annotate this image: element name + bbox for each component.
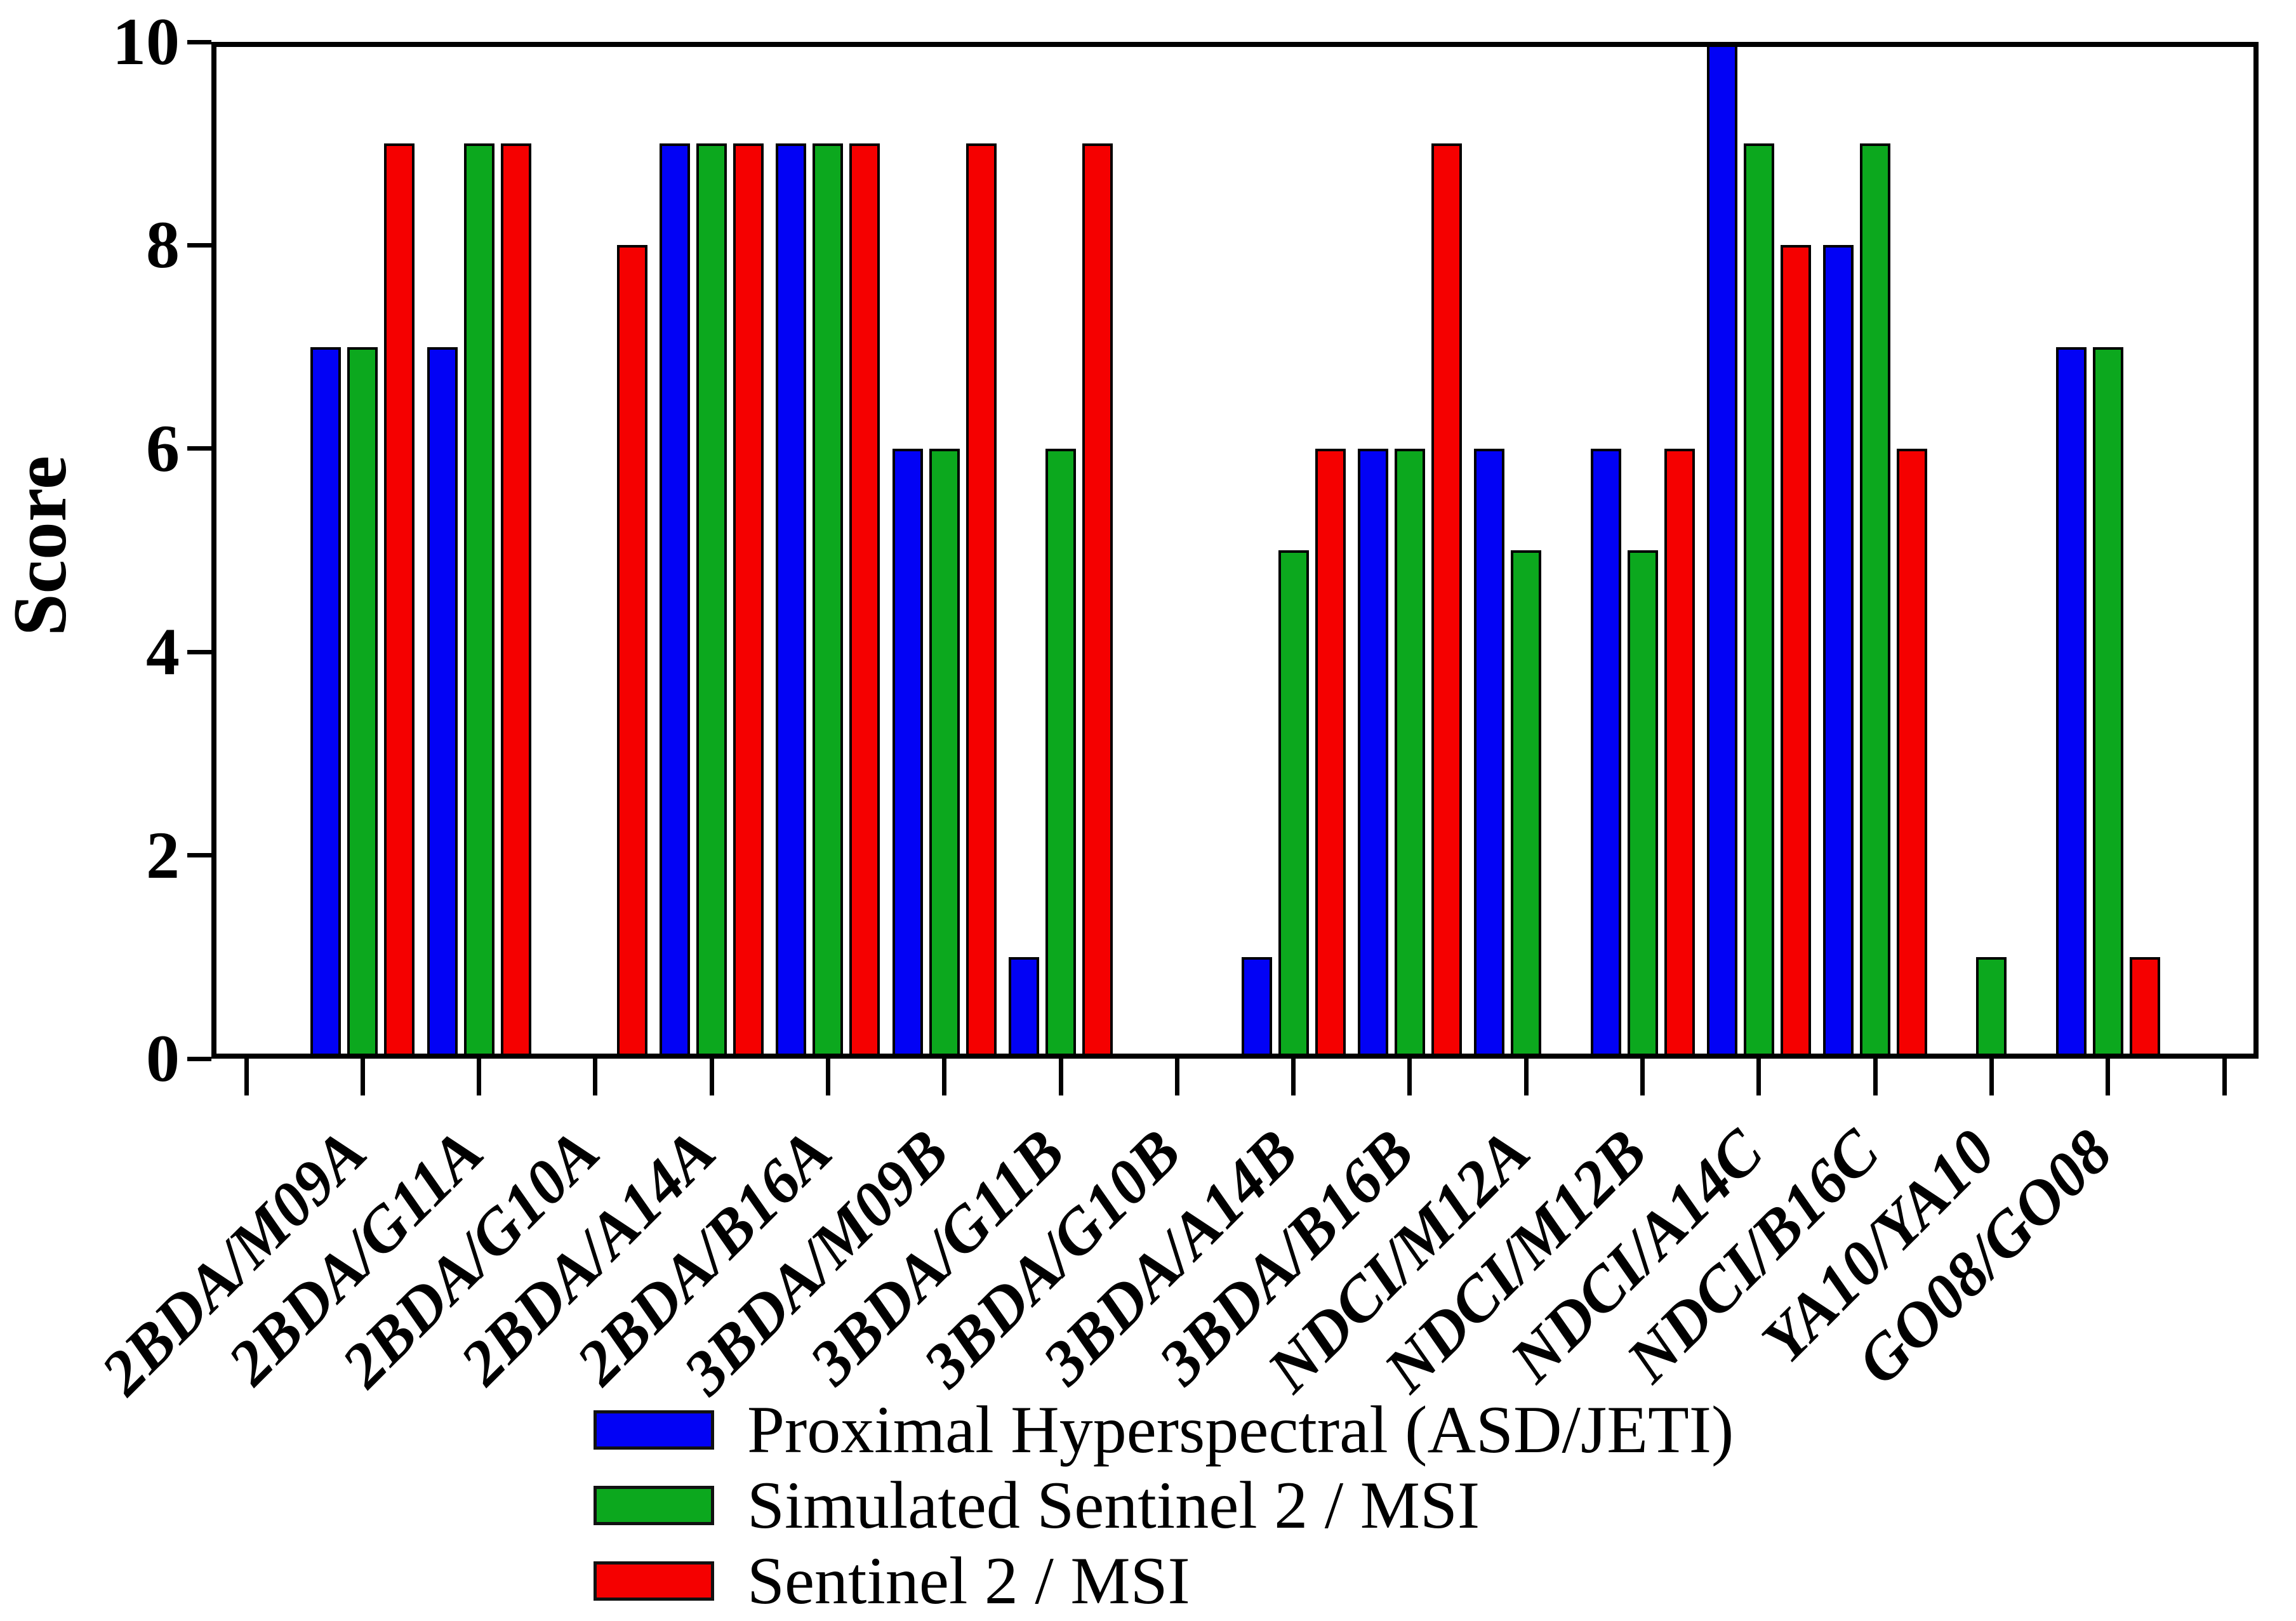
x-tick xyxy=(1058,1059,1063,1095)
bar xyxy=(463,143,494,1059)
bar xyxy=(1009,957,1040,1059)
bar xyxy=(1431,143,1462,1059)
y-tick-label: 2 xyxy=(146,817,180,892)
bar xyxy=(1278,550,1309,1059)
bar xyxy=(776,143,807,1059)
y-tick xyxy=(187,39,211,44)
x-tick xyxy=(244,1059,249,1095)
bar xyxy=(733,143,764,1059)
bar xyxy=(1706,42,1737,1059)
bar xyxy=(347,347,378,1059)
bar xyxy=(1897,449,1928,1059)
x-tick xyxy=(1291,1059,1296,1095)
bar xyxy=(1315,449,1346,1059)
x-tick xyxy=(1756,1059,1762,1095)
bar xyxy=(1241,957,1272,1059)
legend-item: Simulated Sentinel 2 / MSI xyxy=(594,1472,1734,1539)
bar xyxy=(892,449,923,1059)
bar xyxy=(1976,957,2007,1059)
x-tick xyxy=(2222,1059,2227,1095)
x-tick xyxy=(709,1059,714,1095)
bar xyxy=(616,245,647,1059)
y-tick xyxy=(187,242,211,248)
x-tick xyxy=(360,1059,365,1095)
y-tick xyxy=(187,446,211,451)
legend-label: Simulated Sentinel 2 / MSI xyxy=(747,1468,1480,1542)
bar xyxy=(1743,143,1774,1059)
x-tick xyxy=(825,1059,830,1095)
x-tick xyxy=(942,1059,947,1095)
bar xyxy=(1823,245,1854,1059)
legend: Proximal Hyperspectral (ASD/JETI) Simula… xyxy=(594,1396,1734,1621)
bar xyxy=(696,143,727,1059)
bar xyxy=(500,143,531,1059)
legend-label: Sentinel 2 / MSI xyxy=(747,1544,1190,1618)
bar xyxy=(1045,449,1077,1059)
legend-label: Proximal Hyperspectral (ASD/JETI) xyxy=(747,1393,1734,1467)
x-tick xyxy=(1640,1059,1645,1095)
bar xyxy=(813,143,844,1059)
x-tick xyxy=(1873,1059,1878,1095)
bar xyxy=(660,143,691,1059)
x-tick xyxy=(2106,1059,2111,1095)
bar xyxy=(427,347,458,1059)
bar xyxy=(966,143,997,1059)
bar xyxy=(2092,347,2123,1059)
x-tick xyxy=(1989,1059,1994,1095)
y-tick-label: 4 xyxy=(146,614,180,689)
y-tick xyxy=(187,853,211,858)
legend-swatch-blue xyxy=(594,1410,714,1450)
bar xyxy=(1780,245,1811,1059)
y-axis-title: Score xyxy=(0,455,82,637)
x-tick xyxy=(593,1059,598,1095)
bar xyxy=(310,347,342,1059)
y-tick-label: 0 xyxy=(146,1021,180,1095)
x-tick xyxy=(1523,1059,1529,1095)
bar xyxy=(1394,449,1425,1059)
plot-area xyxy=(211,42,2259,1059)
bar xyxy=(2055,347,2087,1059)
legend-swatch-green xyxy=(594,1486,714,1525)
legend-item: Proximal Hyperspectral (ASD/JETI) xyxy=(594,1396,1734,1464)
bar xyxy=(1860,143,1891,1059)
y-tick-label: 6 xyxy=(146,411,180,486)
legend-item: Sentinel 2 / MSI xyxy=(594,1547,1734,1615)
y-tick-label: 10 xyxy=(112,4,180,79)
y-tick-label: 8 xyxy=(146,208,180,282)
bar xyxy=(384,143,415,1059)
y-tick xyxy=(187,649,211,654)
bar xyxy=(929,449,960,1059)
bar xyxy=(1590,449,1621,1059)
bar xyxy=(849,143,880,1059)
bar xyxy=(2129,957,2160,1059)
legend-swatch-red xyxy=(594,1561,714,1601)
y-tick xyxy=(187,1056,211,1061)
bar xyxy=(1082,143,1113,1059)
bar xyxy=(1627,550,1658,1059)
x-tick xyxy=(1407,1059,1412,1095)
bar xyxy=(1357,449,1388,1059)
bar xyxy=(1664,449,1695,1059)
x-tick xyxy=(1174,1059,1179,1095)
bar xyxy=(1474,449,1505,1059)
bar xyxy=(1511,550,1542,1059)
x-tick xyxy=(477,1059,482,1095)
